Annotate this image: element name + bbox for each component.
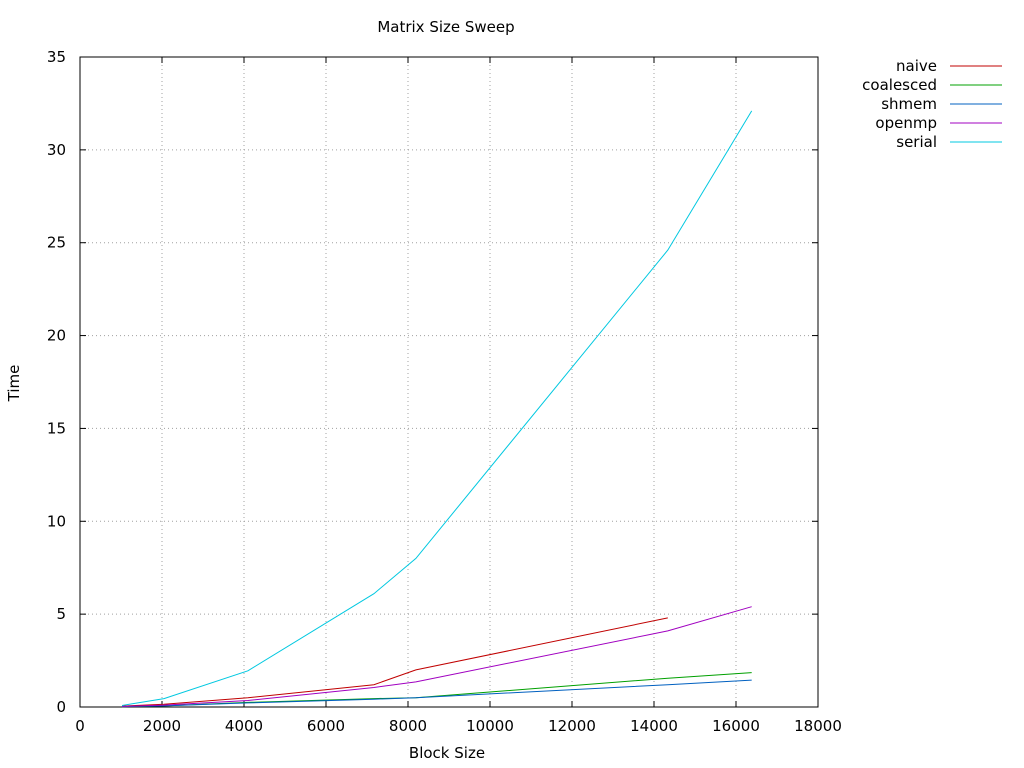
plot-frame [79,56,819,708]
x-tick-label: 8000 [389,717,427,735]
y-tick-label: 25 [47,234,66,252]
y-tick-labels: 0 5 10 15 20 25 30 35 [47,48,66,716]
legend-label-shmem: shmem [881,95,937,113]
x-tick-label: 2000 [143,717,181,735]
x-tick-label: 10000 [466,717,514,735]
legend-label-openmp: openmp [875,114,937,132]
x-tick-label: 4000 [225,717,263,735]
x-axis-label: Block Size [409,744,485,762]
y-tick-label: 0 [56,698,66,716]
x-tick-label: 16000 [712,717,760,735]
series-line-shmem [121,679,752,708]
y-tick-label: 15 [47,419,66,437]
y-tick-label: 30 [47,141,66,159]
y-axis-label: Time [5,365,23,403]
y-tick-label: 10 [47,512,66,530]
x-tick-label: 12000 [548,717,596,735]
series-line-serial [121,110,753,706]
axis-ticks [79,56,819,708]
series-lines [121,110,753,708]
chart-title: Matrix Size Sweep [377,18,514,36]
series-line-openmp [121,606,752,707]
legend-label-coalesced: coalesced [862,76,937,94]
legend-label-serial: serial [896,133,937,151]
series-line-naive [121,617,668,707]
x-tick-label: 18000 [794,717,842,735]
legend-label-naive: naive [896,57,937,75]
x-tick-label: 14000 [630,717,678,735]
grid-lines [80,57,818,707]
x-tick-label: 0 [75,717,85,735]
x-tick-labels: 0 2000 4000 6000 8000 10000 12000 14000 16000 180… [75,717,842,735]
y-tick-label: 35 [47,48,66,66]
x-tick-label: 6000 [307,717,345,735]
y-tick-label: 5 [56,605,66,623]
y-tick-label: 20 [47,327,66,345]
